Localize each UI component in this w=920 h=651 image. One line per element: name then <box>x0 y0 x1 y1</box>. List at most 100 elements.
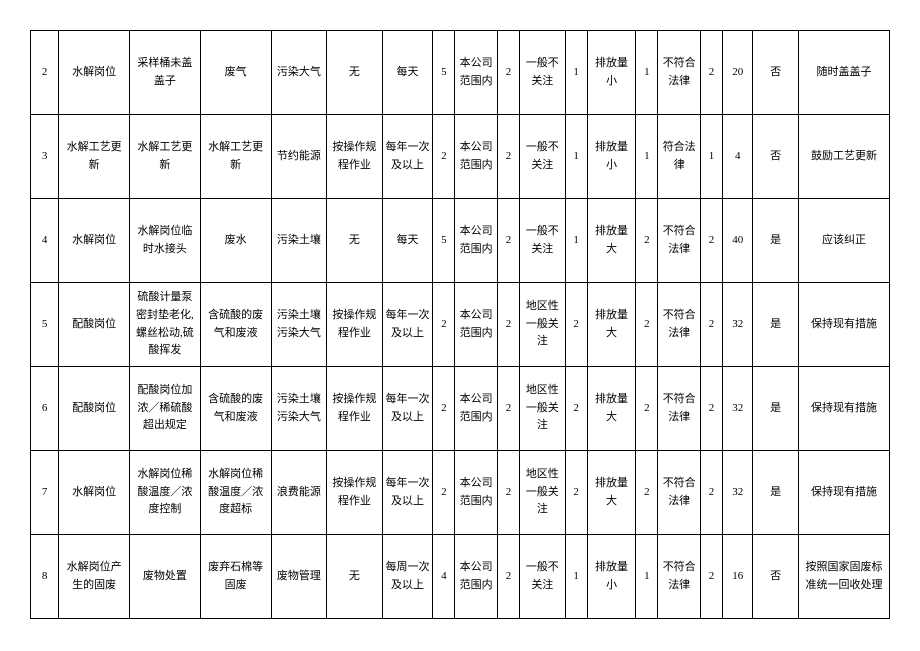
table-cell: 2 <box>700 451 722 535</box>
table-cell: 水解工艺更新 <box>59 115 130 199</box>
table-row: 6配酸岗位配酸岗位加浓／稀硫酸超出规定含硫酸的废气和废液污染土壤污染大气按操作规… <box>31 367 890 451</box>
table-cell: 32 <box>723 451 753 535</box>
table-cell: 地区性一般关注 <box>520 451 565 535</box>
table-row: 8水解岗位产生的固废废物处置废弃石棉等固废废物管理无每周一次及以上4本公司范围内… <box>31 535 890 619</box>
table-cell: 本公司范围内 <box>455 199 497 283</box>
table-cell: 每年一次及以上 <box>382 451 433 535</box>
table-cell: 本公司范围内 <box>455 31 497 115</box>
table-cell: 每天 <box>382 31 433 115</box>
table-cell: 水解岗位 <box>59 199 130 283</box>
table-cell: 一般不关注 <box>520 115 565 199</box>
table-cell: 排放量大 <box>587 199 636 283</box>
table-cell: 硫酸计量泵密封垫老化,螺丝松动,硫酸挥发 <box>130 283 201 367</box>
table-cell: 是 <box>753 367 798 451</box>
table-cell: 水解岗位临时水接头 <box>130 199 201 283</box>
table-cell: 5 <box>433 199 455 283</box>
table-cell: 5 <box>433 31 455 115</box>
table-cell: 排放量大 <box>587 283 636 367</box>
table-cell: 排放量大 <box>587 451 636 535</box>
table-cell: 按操作规程作业 <box>327 283 383 367</box>
table-row: 3水解工艺更新水解工艺更新水解工艺更新节约能源按操作规程作业每年一次及以上2本公… <box>31 115 890 199</box>
table-cell: 按操作规程作业 <box>327 367 383 451</box>
table-cell: 不符合法律 <box>658 367 700 451</box>
table-cell: 污染土壤污染大气 <box>271 367 327 451</box>
table-cell: 2 <box>497 535 519 619</box>
table-cell: 1 <box>636 31 658 115</box>
table-cell: 配酸岗位 <box>59 283 130 367</box>
table-cell: 4 <box>433 535 455 619</box>
table-cell: 8 <box>31 535 59 619</box>
table-cell: 2 <box>433 283 455 367</box>
table-cell: 水解岗位稀酸温度／浓度超标 <box>200 451 271 535</box>
table-cell: 2 <box>565 451 587 535</box>
table-cell: 废弃石棉等固废 <box>200 535 271 619</box>
table-cell: 无 <box>327 535 383 619</box>
table-row: 5配酸岗位硫酸计量泵密封垫老化,螺丝松动,硫酸挥发含硫酸的废气和废液污染土壤污染… <box>31 283 890 367</box>
table-cell: 2 <box>700 31 722 115</box>
table-cell: 按操作规程作业 <box>327 115 383 199</box>
table-cell: 2 <box>497 283 519 367</box>
table-cell: 水解岗位产生的固废 <box>59 535 130 619</box>
table-cell: 水解工艺更新 <box>130 115 201 199</box>
table-cell: 不符合法律 <box>658 535 700 619</box>
table-cell: 1 <box>565 31 587 115</box>
table-cell: 保持现有措施 <box>798 451 889 535</box>
table-cell: 2 <box>636 199 658 283</box>
table-row: 2水解岗位采样桶未盖盖子废气污染大气无每天5本公司范围内2一般不关注1排放量小1… <box>31 31 890 115</box>
table-cell: 水解岗位稀酸温度／浓度控制 <box>130 451 201 535</box>
table-cell: 2 <box>636 367 658 451</box>
table-cell: 地区性一般关注 <box>520 367 565 451</box>
table-cell: 水解工艺更新 <box>200 115 271 199</box>
table-cell: 一般不关注 <box>520 199 565 283</box>
table-cell: 1 <box>565 199 587 283</box>
table-cell: 否 <box>753 535 798 619</box>
table-cell: 本公司范围内 <box>455 451 497 535</box>
table-cell: 4 <box>31 199 59 283</box>
table-cell: 2 <box>636 283 658 367</box>
table-cell: 排放量小 <box>587 115 636 199</box>
table-cell: 32 <box>723 367 753 451</box>
table-cell: 本公司范围内 <box>455 115 497 199</box>
table-cell: 本公司范围内 <box>455 283 497 367</box>
table-cell: 2 <box>433 115 455 199</box>
table-cell: 按操作规程作业 <box>327 451 383 535</box>
table-row: 4水解岗位水解岗位临时水接头废水污染土壤无每天5本公司范围内2一般不关注1排放量… <box>31 199 890 283</box>
table-cell: 2 <box>700 367 722 451</box>
table-cell: 本公司范围内 <box>455 535 497 619</box>
table-cell: 2 <box>433 451 455 535</box>
table-cell: 是 <box>753 283 798 367</box>
table-cell: 每年一次及以上 <box>382 115 433 199</box>
table-cell: 1 <box>636 115 658 199</box>
table-cell: 每天 <box>382 199 433 283</box>
table-cell: 配酸岗位 <box>59 367 130 451</box>
table-row: 7水解岗位水解岗位稀酸温度／浓度控制水解岗位稀酸温度／浓度超标浪费能源按操作规程… <box>31 451 890 535</box>
table-cell: 符合法律 <box>658 115 700 199</box>
table-cell: 2 <box>565 283 587 367</box>
table-cell: 16 <box>723 535 753 619</box>
table-cell: 含硫酸的废气和废液 <box>200 367 271 451</box>
table-cell: 浪费能源 <box>271 451 327 535</box>
table-cell: 废水 <box>200 199 271 283</box>
table-cell: 排放量大 <box>587 367 636 451</box>
table-cell: 节约能源 <box>271 115 327 199</box>
table-cell: 废物处置 <box>130 535 201 619</box>
table-cell: 鼓励工艺更新 <box>798 115 889 199</box>
table-cell: 不符合法律 <box>658 31 700 115</box>
table-cell: 2 <box>497 367 519 451</box>
table-cell: 4 <box>723 115 753 199</box>
table-cell: 污染土壤污染大气 <box>271 283 327 367</box>
table-cell: 无 <box>327 31 383 115</box>
table-cell: 每年一次及以上 <box>382 283 433 367</box>
table-cell: 含硫酸的废气和废液 <box>200 283 271 367</box>
table-cell: 一般不关注 <box>520 535 565 619</box>
table-cell: 不符合法律 <box>658 199 700 283</box>
table-cell: 是 <box>753 451 798 535</box>
table-cell: 是 <box>753 199 798 283</box>
table-cell: 废气 <box>200 31 271 115</box>
table-cell: 采样桶未盖盖子 <box>130 31 201 115</box>
table-cell: 5 <box>31 283 59 367</box>
table-cell: 3 <box>31 115 59 199</box>
table-cell: 保持现有措施 <box>798 367 889 451</box>
table-cell: 不符合法律 <box>658 451 700 535</box>
table-cell: 每年一次及以上 <box>382 367 433 451</box>
